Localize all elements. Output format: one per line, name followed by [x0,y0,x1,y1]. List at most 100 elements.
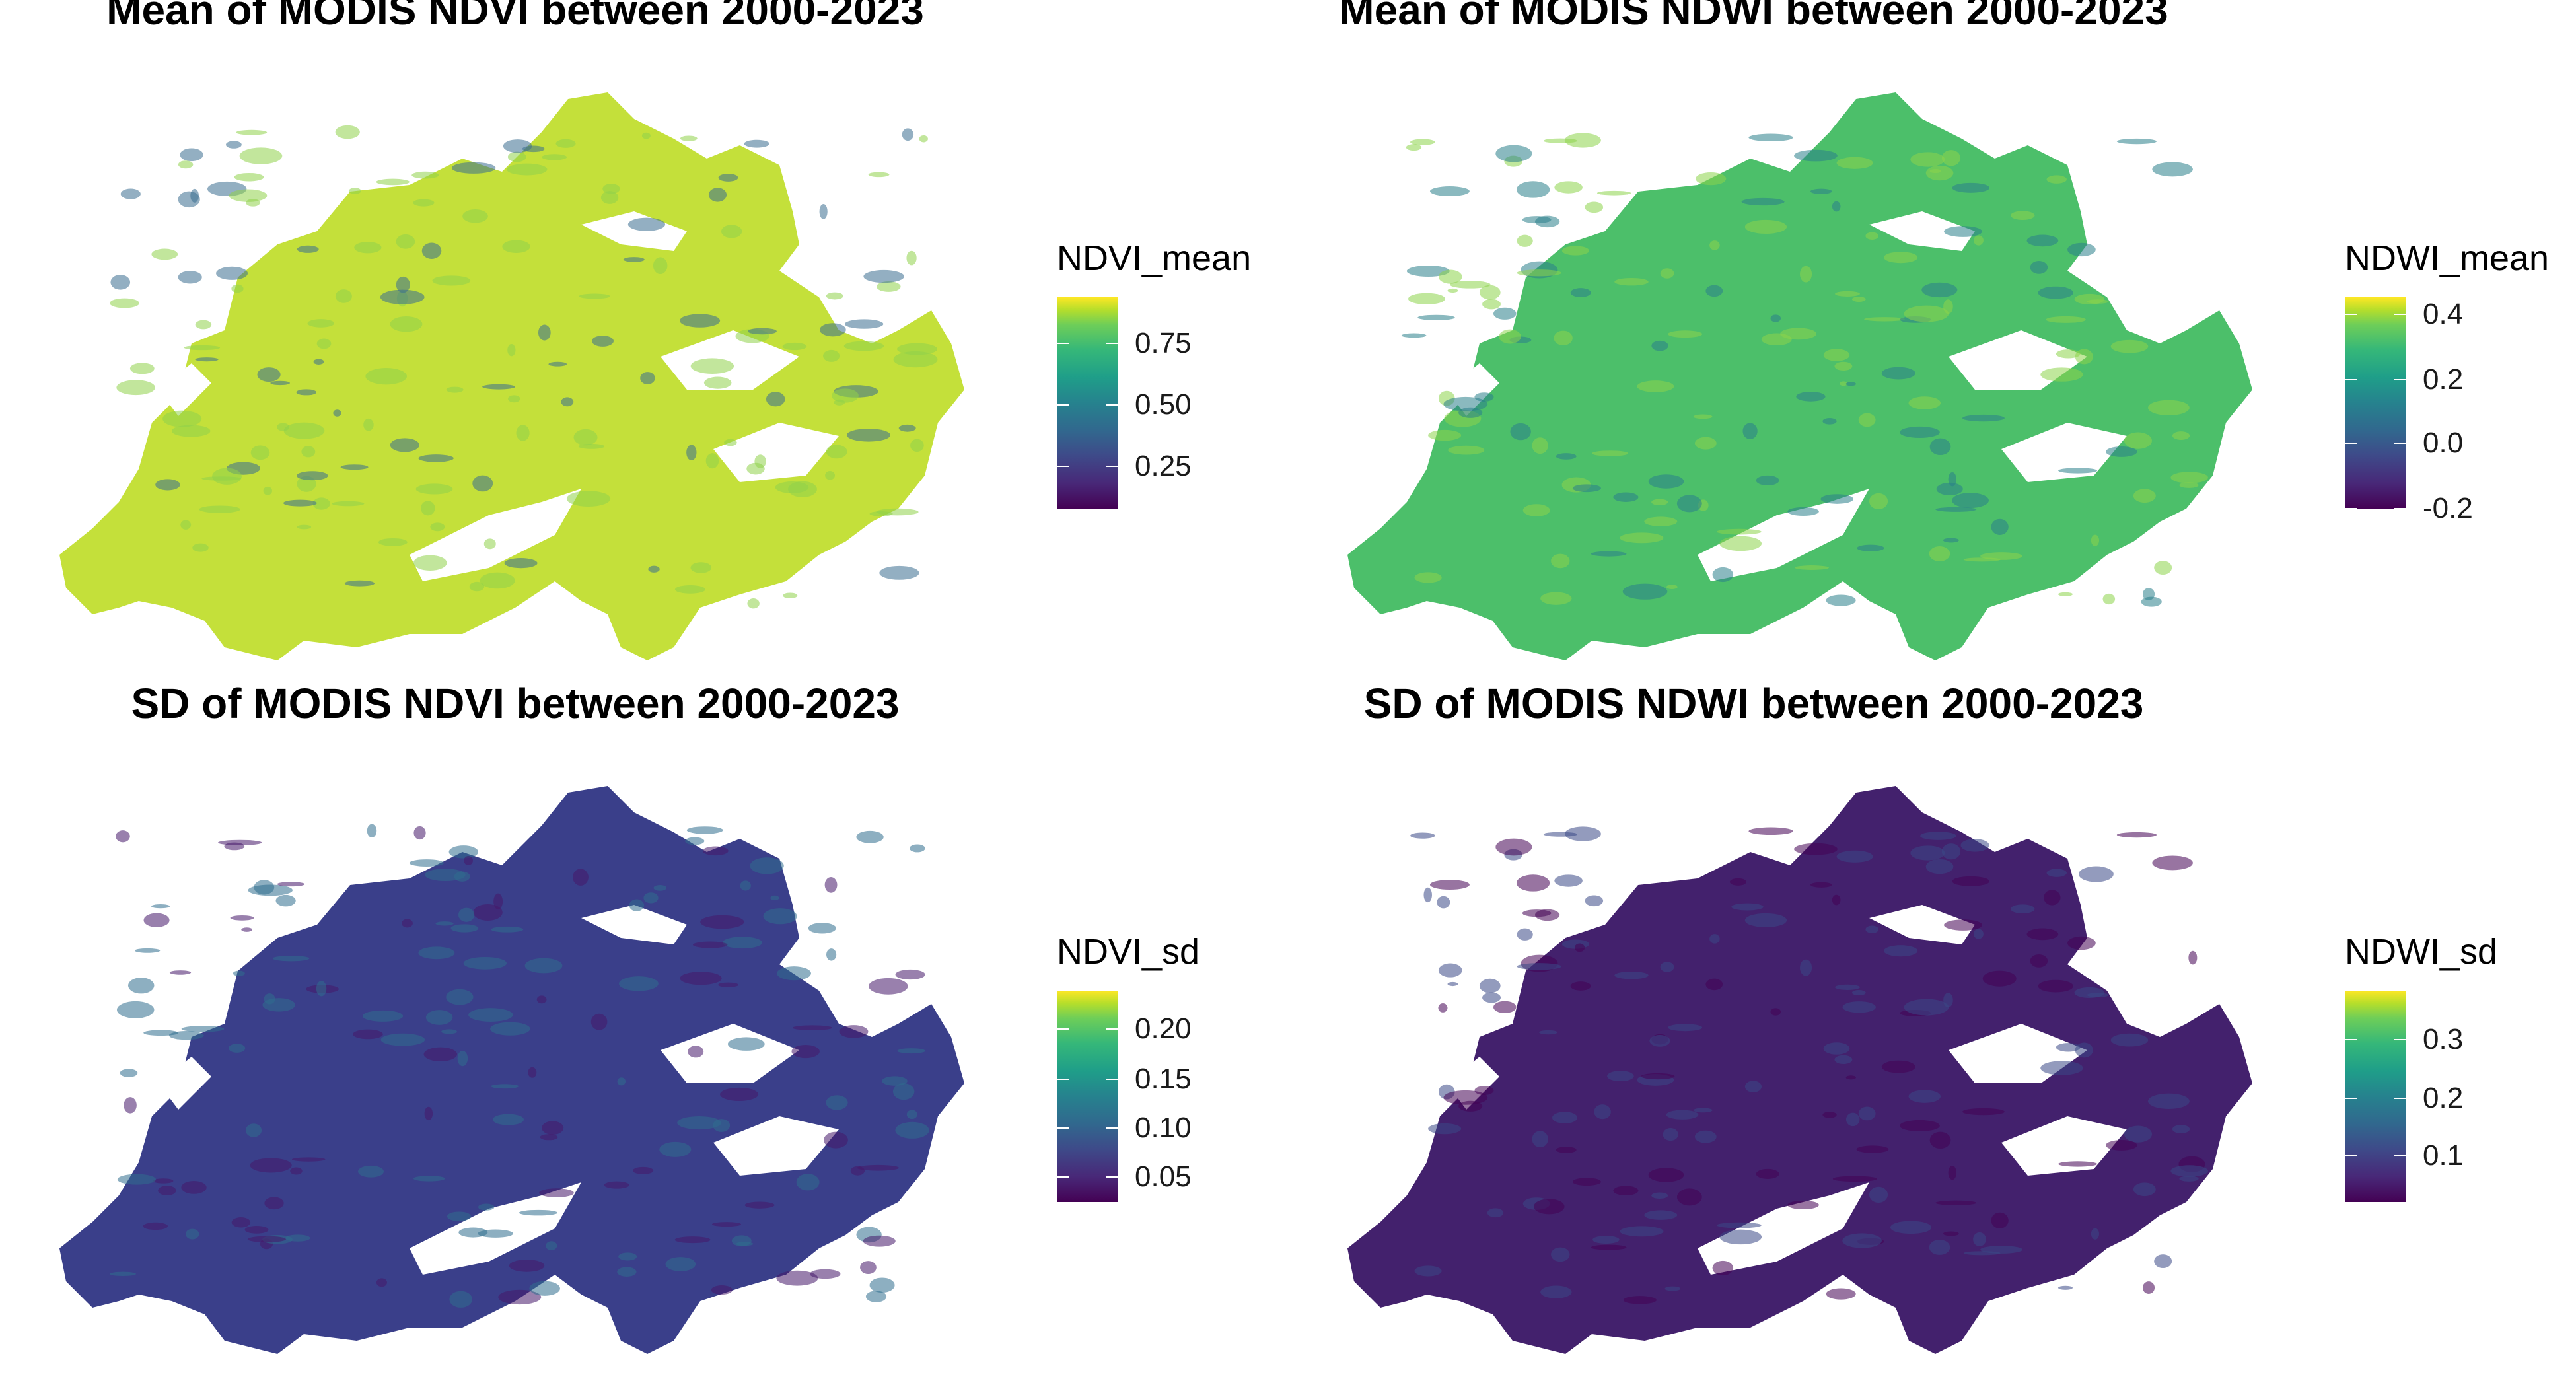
texture-blob [2058,468,2098,474]
texture-blob [1851,297,1866,302]
texture-blob [641,132,651,139]
texture-blob [181,1181,207,1194]
texture-blob [483,538,496,550]
texture-blob [127,978,155,994]
texture-blob [297,524,312,530]
texture-blob [480,572,515,589]
texture-blob [432,275,471,286]
texture-blob [555,139,576,148]
texture-blob [1845,1112,1860,1127]
texture-blob [446,989,474,1005]
texture-blob [906,1110,917,1120]
texture-blob [1857,544,1884,551]
texture-blob [1881,1060,1915,1073]
texture-blob [1744,219,1787,234]
texture-blob [770,895,779,901]
texture-blob [413,826,426,840]
texture-blob [1712,1260,1734,1276]
texture-blob [1410,832,1435,839]
texture-blob [791,1044,820,1059]
texture-blob [1826,594,1856,606]
texture-blob [863,269,904,283]
texture-blob [1717,528,1762,535]
texture-blob [2170,1165,2208,1177]
texture-blob [1761,333,1792,346]
texture-blob [503,139,532,153]
texture-blob [116,830,130,843]
texture-blob [546,1241,557,1251]
texture-blob [491,926,524,933]
texture-blob [690,562,712,573]
legend-tick-label: 0.05 [1135,1160,1192,1193]
texture-blob [1660,962,1674,972]
texture-blob [509,1260,545,1272]
texture-blob [1572,1178,1601,1186]
legend-tick-mark [1057,1127,1069,1129]
texture-blob [316,981,327,997]
legend-tick-mark [2345,508,2357,509]
texture-blob [1594,1104,1611,1120]
texture-blob [819,323,846,337]
texture-blob [143,913,170,927]
texture-blob [1810,188,1832,194]
texture-blob [1834,1055,1853,1065]
texture-blob [1458,407,1483,418]
texture-blob [1487,1208,1504,1218]
texture-blob [1845,382,1856,386]
texture-blob [2124,432,2153,449]
texture-blob [296,389,317,396]
texture-blob [1856,1145,1889,1153]
texture-blob [1408,293,1445,305]
texture-blob [548,361,567,367]
legend-tick-mark [1106,404,1118,406]
texture-blob [1410,139,1435,145]
texture-blob [860,1261,877,1274]
legend-tick-mark [2394,1098,2406,1100]
texture-blob [1823,1042,1850,1055]
texture-blob [1884,945,1918,957]
texture-blob [1832,894,1841,906]
legend-tick-mark [1057,466,1069,467]
legend-tick-label: 0.50 [1135,388,1192,421]
texture-blob [703,376,732,389]
texture-blob [640,372,655,384]
legend-tick-mark [2345,442,2357,444]
panel-ndwi-sd: SD of MODIS NDWI between 2000-2023 NDWI_… [1288,680,2576,1387]
texture-blob [1516,181,1550,198]
colorbar [1057,297,1118,509]
texture-blob [1574,943,1585,952]
texture-blob [110,298,139,308]
texture-blob [579,293,610,299]
texture-blob [748,328,777,335]
texture-blob [2152,855,2193,871]
texture-blob [1974,929,1984,939]
texture-blob [519,1209,558,1216]
texture-blob [250,1158,292,1173]
texture-blob [1794,843,1838,855]
texture-blob [1620,532,1664,544]
texture-blob [824,1131,848,1149]
texture-blob [573,429,598,446]
texture-blob [155,479,180,491]
texture-blob [685,837,705,845]
texture-blob [665,1257,696,1271]
texture-blob [1522,504,1550,516]
texture-blob [1556,1147,1577,1153]
texture-blob [1845,1075,1856,1080]
texture-blob [1651,499,1668,505]
texture-blob [169,970,192,975]
texture-blob [2010,211,2035,221]
texture-blob [1663,1127,1678,1141]
texture-blob [1960,839,1989,852]
texture-blob [1561,246,1589,256]
texture-blob [1748,827,1793,836]
legend-tick-label: 0.20 [1135,1012,1192,1045]
texture-blob [721,225,742,238]
texture-blob [1499,329,1521,344]
texture-blob [2057,592,2073,596]
texture-blob [1438,963,1462,978]
texture-blob [349,188,361,194]
texture-blob [178,160,194,169]
texture-blob [1570,288,1591,297]
texture-blob [411,171,439,179]
